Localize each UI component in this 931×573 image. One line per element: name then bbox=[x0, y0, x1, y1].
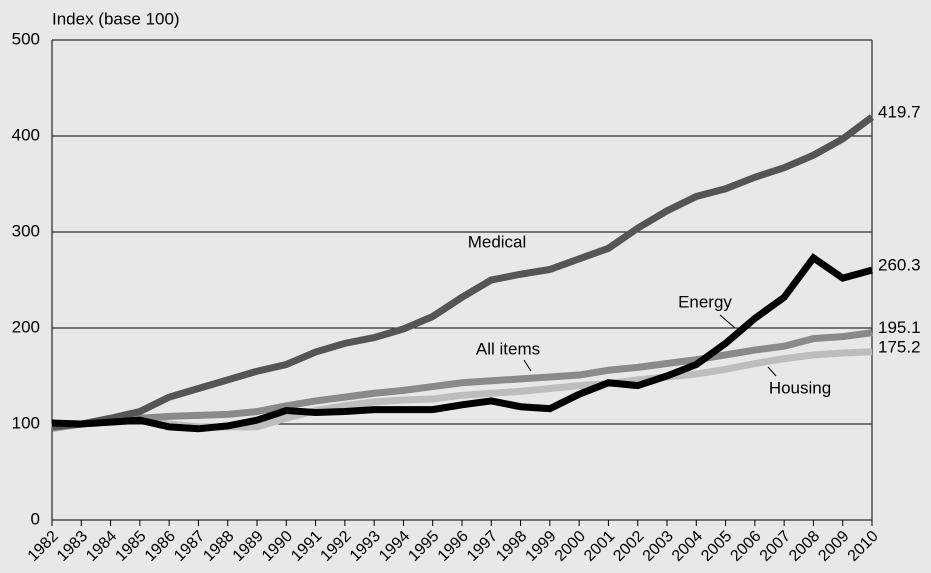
leader-line bbox=[523, 359, 532, 372]
end-value-label: 419.7 bbox=[878, 103, 921, 122]
x-tick-label: 1986 bbox=[142, 528, 179, 565]
x-tick-label: 2002 bbox=[610, 528, 647, 565]
y-tick-label: 500 bbox=[12, 29, 40, 48]
x-tick-label: 2005 bbox=[698, 528, 735, 565]
leader-line bbox=[767, 366, 777, 377]
x-tick-label: 1993 bbox=[347, 528, 384, 565]
x-tick-label: 2010 bbox=[845, 528, 882, 565]
x-tick-label: 1999 bbox=[522, 528, 559, 565]
x-tick-label: 1982 bbox=[25, 528, 62, 565]
y-tick-label: 300 bbox=[12, 221, 40, 240]
x-tick-label: 1997 bbox=[464, 528, 501, 565]
series-label: Energy bbox=[678, 292, 732, 311]
series-line bbox=[51, 253, 873, 433]
series-line bbox=[51, 329, 873, 432]
x-tick-label: 2004 bbox=[669, 528, 706, 565]
y-axis-title: Index (base 100) bbox=[52, 9, 180, 28]
x-tick-label: 2000 bbox=[552, 528, 589, 565]
x-tick-label: 1987 bbox=[171, 528, 208, 565]
series-label: Housing bbox=[769, 378, 831, 397]
end-value-label: 260.3 bbox=[878, 256, 921, 275]
x-tick-label: 1990 bbox=[259, 528, 296, 565]
end-value-label: 195.1 bbox=[878, 318, 921, 337]
x-tick-label: 2007 bbox=[757, 528, 794, 565]
x-tick-label: 1988 bbox=[200, 528, 237, 565]
y-tick-label: 200 bbox=[12, 317, 40, 336]
x-tick-label: 1991 bbox=[288, 528, 325, 565]
end-value-label: 175.2 bbox=[878, 337, 921, 356]
x-tick-label: 2009 bbox=[815, 528, 852, 565]
x-tick-label: 1984 bbox=[83, 528, 120, 565]
x-tick-label: 1989 bbox=[230, 528, 267, 565]
y-tick-label: 0 bbox=[31, 509, 40, 528]
x-tick-label: 2008 bbox=[786, 528, 823, 565]
leader-line bbox=[719, 314, 736, 329]
series-label: Medical bbox=[468, 232, 527, 251]
x-tick-label: 1996 bbox=[435, 528, 472, 565]
series-line bbox=[51, 114, 875, 431]
x-tick-label: 1998 bbox=[493, 528, 530, 565]
y-tick-label: 100 bbox=[12, 413, 40, 432]
x-tick-label: 1994 bbox=[376, 528, 413, 565]
y-tick-label: 400 bbox=[12, 125, 40, 144]
x-tick-label: 2003 bbox=[640, 528, 677, 565]
x-tick-label: 2001 bbox=[581, 528, 618, 565]
x-tick-label: 1983 bbox=[54, 528, 91, 565]
x-tick-label: 1985 bbox=[112, 528, 149, 565]
x-tick-label: 1992 bbox=[317, 528, 354, 565]
x-tick-label: 2006 bbox=[727, 528, 764, 565]
series-label: All items bbox=[476, 339, 540, 358]
x-tick-label: 1995 bbox=[405, 528, 442, 565]
